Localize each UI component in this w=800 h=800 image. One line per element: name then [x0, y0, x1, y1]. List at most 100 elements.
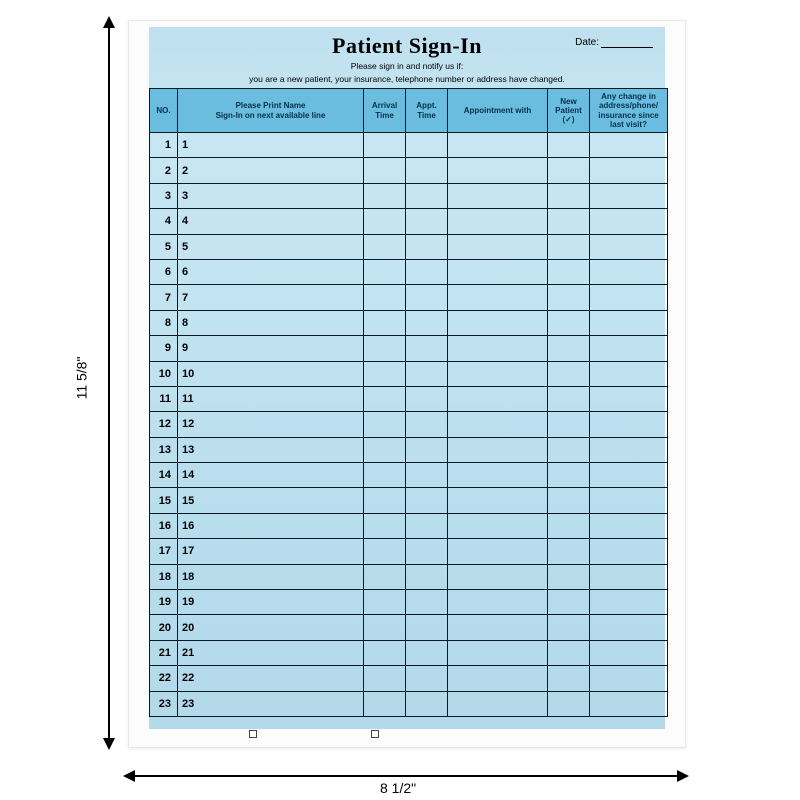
cell-arrival: [364, 488, 406, 513]
cell-new-patient: [548, 259, 590, 284]
cell-no: 5: [150, 234, 178, 259]
cell-no: 1: [150, 133, 178, 158]
cell-new-patient: [548, 310, 590, 335]
date-field: Date:: [575, 37, 653, 48]
cell-new-patient: [548, 666, 590, 691]
form-page: Patient Sign-In Date: Please sign in and…: [128, 20, 686, 748]
cell-no: 23: [150, 691, 178, 716]
table-row: 1313: [150, 437, 668, 462]
cell-new-patient: [548, 590, 590, 615]
table-row: 99: [150, 336, 668, 361]
cell-arrival: [364, 285, 406, 310]
cell-arrival: [364, 437, 406, 462]
cell-with: [448, 564, 548, 589]
cell-arrival: [364, 386, 406, 411]
cell-appt: [406, 386, 448, 411]
cell-no: 17: [150, 539, 178, 564]
cell-name: 5: [178, 234, 364, 259]
width-dimension-line: [125, 775, 687, 777]
cell-new-patient: [548, 437, 590, 462]
col-header-chg-l2: address/phone/: [592, 101, 665, 110]
cell-change: [590, 615, 668, 640]
cell-appt: [406, 361, 448, 386]
cell-new-patient: [548, 361, 590, 386]
cell-with: [448, 691, 548, 716]
cell-with: [448, 259, 548, 284]
cell-new-patient: [548, 488, 590, 513]
instruction-line-1: Please sign in and notify us if:: [157, 61, 657, 72]
cell-appt: [406, 513, 448, 538]
cell-change: [590, 513, 668, 538]
cell-with: [448, 361, 548, 386]
cell-appt: [406, 183, 448, 208]
registration-square-icon: [249, 730, 257, 738]
cell-arrival: [364, 259, 406, 284]
cell-change: [590, 361, 668, 386]
cell-name: 6: [178, 259, 364, 284]
cell-name: 13: [178, 437, 364, 462]
table-row: 2222: [150, 666, 668, 691]
sheet-header: Patient Sign-In Date: Please sign in and…: [149, 27, 665, 88]
cell-name: 23: [178, 691, 364, 716]
cell-arrival: [364, 133, 406, 158]
cell-no: 21: [150, 640, 178, 665]
cell-name: 8: [178, 310, 364, 335]
cell-new-patient: [548, 158, 590, 183]
col-header-change: Any change in address/phone/ insurance s…: [590, 89, 668, 133]
cell-change: [590, 412, 668, 437]
cell-new-patient: [548, 234, 590, 259]
col-header-no: NO.: [150, 89, 178, 133]
product-diagram: 11 5/8" 8 1/2" Patient Sign-In Date: Ple…: [0, 0, 800, 800]
cell-with: [448, 488, 548, 513]
col-header-name: Please Print Name Sign-In on next availa…: [178, 89, 364, 133]
cell-no: 18: [150, 564, 178, 589]
cell-appt: [406, 463, 448, 488]
cell-change: [590, 539, 668, 564]
cell-change: [590, 564, 668, 589]
cell-change: [590, 666, 668, 691]
cell-change: [590, 488, 668, 513]
cell-new-patient: [548, 285, 590, 310]
cell-name: 12: [178, 412, 364, 437]
cell-change: [590, 590, 668, 615]
cell-change: [590, 285, 668, 310]
col-header-name-line2: Sign-In on next available line: [180, 111, 361, 120]
instruction-line-2: you are a new patient, your insurance, t…: [157, 74, 657, 85]
registration-square-icon: [371, 730, 379, 738]
cell-arrival: [364, 361, 406, 386]
cell-new-patient: [548, 539, 590, 564]
cell-arrival: [364, 310, 406, 335]
cell-arrival: [364, 539, 406, 564]
cell-appt: [406, 615, 448, 640]
table-row: 33: [150, 183, 668, 208]
cell-change: [590, 463, 668, 488]
table-row: 1616: [150, 513, 668, 538]
col-header-with: Appointment with: [448, 89, 548, 133]
cell-with: [448, 412, 548, 437]
col-header-arrival: Arrival Time: [364, 89, 406, 133]
cell-arrival: [364, 183, 406, 208]
cell-name: 7: [178, 285, 364, 310]
cell-no: 19: [150, 590, 178, 615]
cell-no: 16: [150, 513, 178, 538]
cell-new-patient: [548, 336, 590, 361]
cell-with: [448, 463, 548, 488]
cell-new-patient: [548, 386, 590, 411]
cell-appt: [406, 590, 448, 615]
cell-new-patient: [548, 615, 590, 640]
table-row: 1414: [150, 463, 668, 488]
cell-appt: [406, 209, 448, 234]
cell-change: [590, 691, 668, 716]
cell-no: 13: [150, 437, 178, 462]
col-header-newp-l2: Patient: [550, 106, 587, 115]
cell-change: [590, 209, 668, 234]
cell-appt: [406, 437, 448, 462]
table-body: 1122334455667788991010111112121313141415…: [150, 133, 668, 717]
table-row: 1717: [150, 539, 668, 564]
table-row: 2020: [150, 615, 668, 640]
cell-no: 6: [150, 259, 178, 284]
cell-appt: [406, 133, 448, 158]
cell-appt: [406, 564, 448, 589]
cell-no: 14: [150, 463, 178, 488]
cell-with: [448, 285, 548, 310]
